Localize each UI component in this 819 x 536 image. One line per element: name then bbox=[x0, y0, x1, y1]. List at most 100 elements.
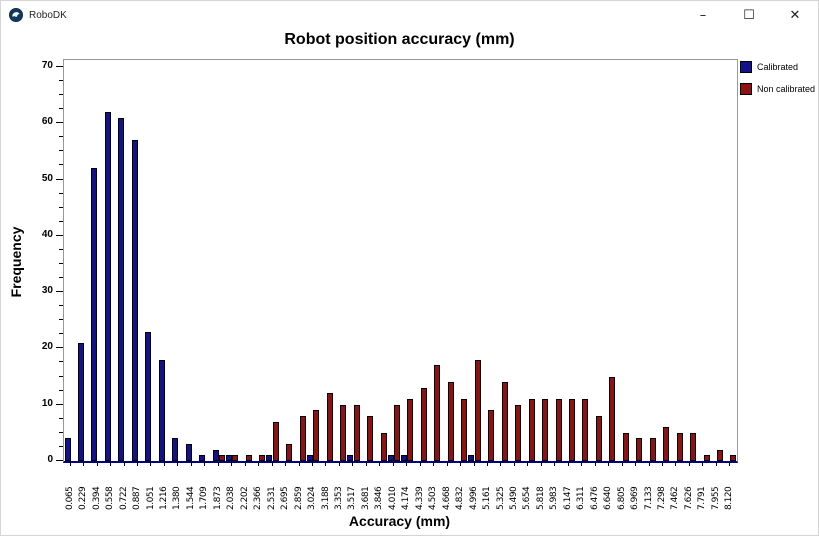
x-tick-label: 1.873 bbox=[212, 486, 223, 510]
bar-non-calibrated bbox=[568, 399, 575, 461]
x-tick bbox=[110, 462, 111, 466]
y-minor-tick bbox=[59, 136, 63, 137]
y-tick bbox=[56, 291, 63, 292]
x-tick-label: 3.517 bbox=[347, 486, 358, 510]
bar-non-calibrated bbox=[474, 360, 481, 461]
y-minor-tick bbox=[59, 207, 63, 208]
y-minor-tick bbox=[59, 249, 63, 250]
bar-calibrated bbox=[158, 360, 165, 461]
x-tick-label: 8.120 bbox=[724, 486, 735, 510]
x-tick bbox=[716, 462, 717, 466]
x-tick bbox=[635, 462, 636, 466]
x-tick bbox=[581, 462, 582, 466]
x-tick bbox=[474, 462, 475, 466]
bar-non-calibrated bbox=[717, 450, 723, 461]
maximize-button[interactable]: ☐ bbox=[726, 1, 772, 29]
bar-non-calibrated bbox=[353, 405, 360, 461]
bar-calibrated bbox=[387, 455, 394, 461]
y-minor-tick bbox=[59, 418, 63, 419]
x-tick bbox=[379, 462, 380, 466]
y-tick bbox=[56, 66, 63, 67]
y-tick bbox=[56, 122, 63, 123]
x-tick-label: 7.626 bbox=[683, 486, 694, 510]
x-tick bbox=[554, 462, 555, 466]
x-tick-label: 2.531 bbox=[266, 486, 277, 510]
x-tick-label: 3.681 bbox=[360, 486, 371, 510]
x-tick-label: 4.174 bbox=[401, 486, 412, 510]
x-tick bbox=[702, 462, 703, 466]
x-tick bbox=[622, 462, 623, 466]
y-minor-tick bbox=[59, 94, 63, 95]
x-tick-label: 3.188 bbox=[320, 486, 331, 510]
x-tick-label: 4.339 bbox=[414, 486, 425, 510]
x-tick bbox=[258, 462, 259, 466]
bar-calibrated bbox=[185, 444, 192, 461]
bar-calibrated bbox=[118, 118, 125, 461]
x-tick bbox=[231, 462, 232, 466]
y-minor-tick bbox=[59, 164, 63, 165]
bar-non-calibrated bbox=[501, 382, 508, 461]
bar-calibrated bbox=[131, 140, 138, 461]
x-tick bbox=[608, 462, 609, 466]
x-tick bbox=[366, 462, 367, 466]
x-tick-label: 0.887 bbox=[132, 486, 142, 510]
x-tick bbox=[150, 462, 151, 466]
bar-calibrated bbox=[199, 455, 206, 461]
bar-non-calibrated bbox=[515, 405, 522, 461]
x-tick bbox=[352, 462, 353, 466]
x-tick-label: 1.380 bbox=[172, 486, 183, 510]
x-tick bbox=[649, 462, 650, 466]
x-tick bbox=[527, 462, 528, 466]
y-minor-tick bbox=[59, 446, 63, 447]
x-tick-label: 6.640 bbox=[603, 486, 614, 510]
y-minor-tick bbox=[59, 150, 63, 151]
x-tick bbox=[339, 462, 340, 466]
x-tick-label: 2.859 bbox=[293, 486, 304, 510]
x-tick-label: 4.010 bbox=[387, 486, 398, 510]
bar-calibrated bbox=[145, 332, 152, 461]
y-minor-tick bbox=[59, 277, 63, 278]
legend-item-non-calibrated: Non calibrated bbox=[740, 83, 818, 95]
bar-calibrated bbox=[306, 455, 313, 461]
x-tick-label: 0.229 bbox=[78, 486, 89, 510]
x-tick bbox=[420, 462, 421, 466]
x-tick-label: 2.202 bbox=[239, 486, 250, 510]
close-button[interactable]: ✕ bbox=[772, 1, 818, 29]
window-title: RoboDK bbox=[29, 9, 67, 21]
bar-non-calibrated bbox=[367, 416, 373, 461]
bar-non-calibrated bbox=[461, 399, 468, 461]
bar-non-calibrated bbox=[649, 438, 656, 461]
y-minor-tick bbox=[59, 193, 63, 194]
minimize-button[interactable]: – bbox=[680, 1, 726, 29]
bar-calibrated bbox=[64, 438, 71, 461]
x-tick bbox=[137, 462, 138, 466]
y-minor-tick bbox=[59, 432, 63, 433]
y-tick-label: 40 bbox=[41, 229, 53, 240]
bar-non-calibrated bbox=[690, 433, 697, 461]
y-minor-tick bbox=[59, 361, 63, 362]
x-tick-label: 6.147 bbox=[562, 486, 573, 510]
x-tick-label: 1.051 bbox=[145, 486, 156, 510]
x-tick-label: 4.503 bbox=[428, 486, 439, 510]
y-minor-tick bbox=[59, 263, 63, 264]
bar-non-calibrated bbox=[622, 433, 629, 461]
y-tick-label: 60 bbox=[41, 116, 53, 127]
x-tick-label: 1.216 bbox=[158, 486, 169, 510]
x-tick-label: 2.695 bbox=[280, 486, 291, 510]
y-tick-label: 70 bbox=[41, 60, 53, 71]
bar-non-calibrated bbox=[488, 410, 495, 461]
x-tick bbox=[447, 462, 448, 466]
bar-calibrated bbox=[347, 455, 354, 461]
bar-non-calibrated bbox=[542, 399, 548, 461]
x-tick-label: 6.969 bbox=[630, 486, 641, 510]
x-tick-label: 7.791 bbox=[697, 486, 708, 510]
bar-non-calibrated bbox=[407, 399, 414, 461]
bar-non-calibrated bbox=[326, 393, 333, 461]
titlebar: RoboDK – ☐ ✕ bbox=[1, 1, 818, 29]
y-minor-tick bbox=[59, 108, 63, 109]
robodk-logo-icon bbox=[9, 8, 23, 22]
legend-item-calibrated: Calibrated bbox=[740, 61, 818, 73]
bar-non-calibrated bbox=[313, 410, 320, 461]
bar-non-calibrated bbox=[272, 422, 279, 461]
